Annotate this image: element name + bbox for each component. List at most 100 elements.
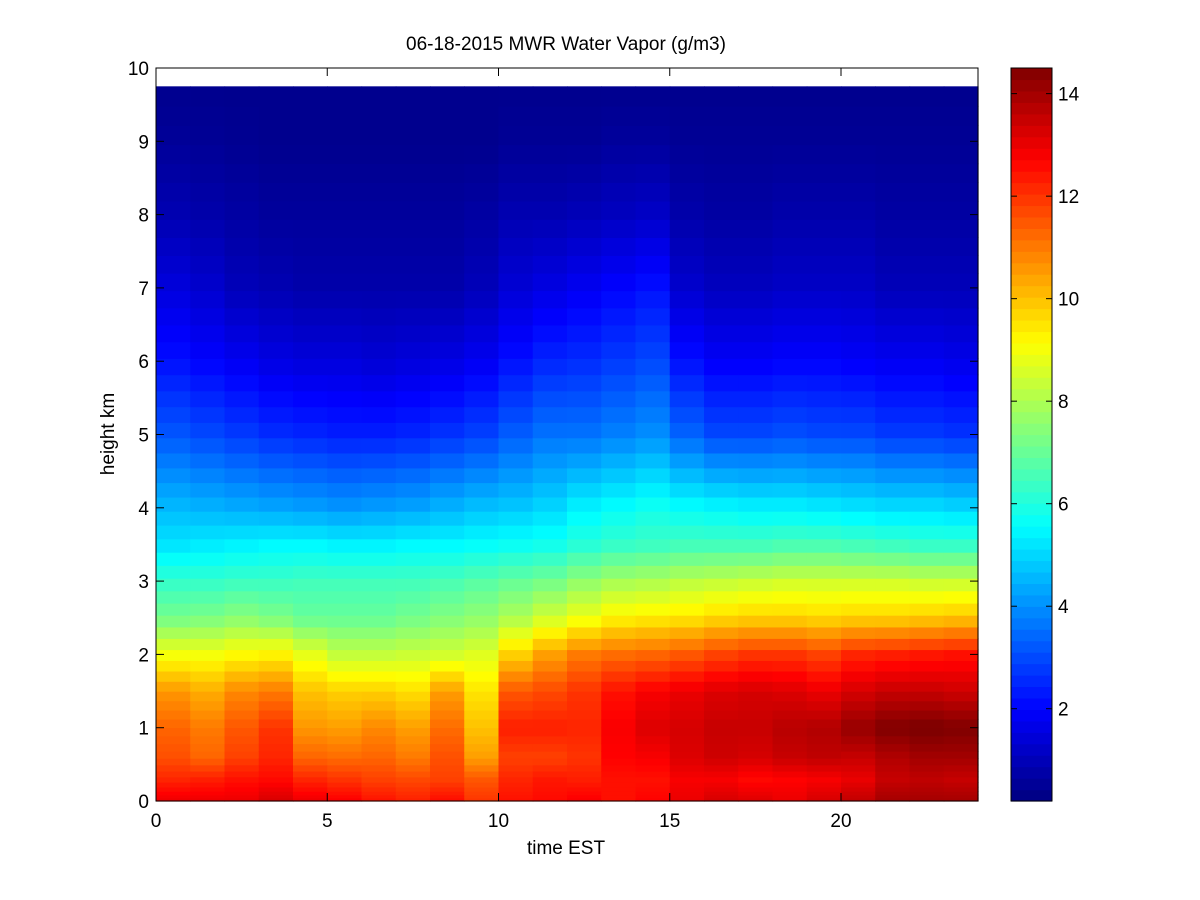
heatmap-cell: [361, 358, 397, 376]
heatmap-cell: [567, 615, 602, 628]
heatmap-cell: [567, 735, 602, 745]
heatmap-cell: [567, 794, 602, 799]
heatmap-cell: [327, 764, 363, 772]
heatmap-cell: [190, 255, 226, 274]
heatmap-cell: [395, 219, 431, 238]
heatmap-cell: [190, 743, 226, 752]
heatmap-cell: [704, 273, 739, 292]
heatmap-cell: [430, 552, 465, 566]
heatmap-cell: [464, 422, 500, 439]
heatmap-cell: [464, 751, 500, 759]
heatmap-cell: [395, 390, 431, 408]
heatmap-cell: [669, 603, 705, 616]
heatmap-cell: [601, 590, 637, 604]
heatmap-cell: [498, 324, 534, 343]
heatmap-cell: [532, 237, 568, 256]
heatmap-cell: [909, 638, 945, 651]
heatmap-cell: [601, 735, 637, 745]
heatmap-cell: [601, 374, 637, 392]
heatmap-cell: [635, 307, 671, 326]
heatmap-cell: [498, 751, 534, 759]
heatmap-cell: [841, 552, 876, 566]
y-tick-label: 3: [138, 572, 149, 593]
heatmap-cell: [190, 681, 226, 692]
heatmap-cell: [841, 603, 876, 616]
heatmap-cell: [909, 764, 945, 772]
heatmap-cell: [943, 794, 979, 799]
heatmap-cell: [224, 358, 260, 376]
heatmap-cell: [875, 496, 911, 512]
heatmap-cell: [190, 511, 226, 526]
heatmap-cell: [806, 86, 842, 107]
colorbar-swatch: [1011, 686, 1052, 699]
heatmap-cell: [395, 691, 431, 702]
heatmap-cell: [464, 200, 500, 220]
heatmap-cell: [772, 794, 808, 799]
heatmap-cell: [875, 86, 911, 107]
heatmap-cell: [567, 237, 602, 256]
heatmap-cell: [704, 538, 739, 553]
heatmap-cell: [224, 390, 260, 408]
heatmap-cell: [704, 751, 739, 759]
heatmap-cell: [430, 764, 465, 772]
heatmap-cell: [361, 105, 397, 126]
heatmap-cell: [704, 374, 739, 392]
heatmap-cell: [361, 758, 397, 766]
heatmap-cell: [738, 782, 774, 788]
heatmap-cell: [327, 273, 363, 292]
heatmap-cell: [532, 163, 568, 183]
heatmap-cell: [772, 590, 808, 604]
heatmap-cell: [156, 341, 191, 359]
heatmap-cell: [224, 791, 260, 796]
heatmap-cell: [498, 743, 534, 752]
colorbar-swatch: [1011, 571, 1052, 584]
heatmap-cell: [258, 782, 294, 788]
heatmap-cell: [806, 163, 842, 183]
heatmap-cell: [532, 307, 568, 326]
heatmap-cell: [943, 422, 979, 439]
heatmap-cell: [943, 307, 979, 326]
heatmap-cell: [258, 341, 294, 359]
heatmap-cell: [909, 552, 945, 566]
colorbar-swatch: [1011, 388, 1052, 401]
heatmap-cell: [395, 525, 431, 540]
heatmap-cell: [498, 482, 534, 498]
heatmap-cell: [601, 144, 637, 165]
heatmap-cell: [635, 565, 671, 579]
heatmap-cell: [567, 691, 602, 702]
heatmap-cell: [464, 341, 500, 359]
heatmap-cell: [327, 578, 363, 592]
colorbar-swatch: [1011, 125, 1052, 138]
heatmap-cell: [224, 660, 260, 672]
heatmap-cell: [909, 649, 945, 661]
heatmap-cell: [635, 390, 671, 408]
colorbar-swatch: [1011, 216, 1052, 229]
heatmap-cell: [806, 182, 842, 202]
heatmap-cell: [875, 670, 911, 682]
heatmap-cell: [361, 727, 397, 737]
heatmap-cell: [704, 718, 739, 729]
heatmap-cell: [772, 709, 808, 720]
heatmap-cell: [909, 691, 945, 702]
heatmap-cell: [361, 615, 397, 628]
heatmap-cell: [875, 538, 911, 553]
heatmap-cell: [669, 341, 705, 359]
heatmap-cell: [430, 578, 465, 592]
heatmap-cell: [635, 105, 671, 126]
heatmap-cell: [190, 307, 226, 326]
heatmap-cell: [293, 390, 328, 408]
heatmap-cell: [224, 237, 260, 256]
heatmap-cell: [601, 709, 637, 720]
heatmap-cell: [361, 565, 397, 579]
heatmap-cell: [190, 144, 226, 165]
heatmap-cell: [258, 791, 294, 796]
heatmap-cell: [806, 776, 842, 783]
heatmap-cell: [738, 273, 774, 292]
heatmap-cell: [704, 770, 739, 778]
heatmap-cell: [327, 482, 363, 498]
heatmap-cell: [464, 273, 500, 292]
heatmap-cell: [395, 565, 431, 579]
heatmap-cell: [806, 638, 842, 651]
heatmap-cell: [909, 776, 945, 783]
heatmap-cell: [258, 743, 294, 752]
